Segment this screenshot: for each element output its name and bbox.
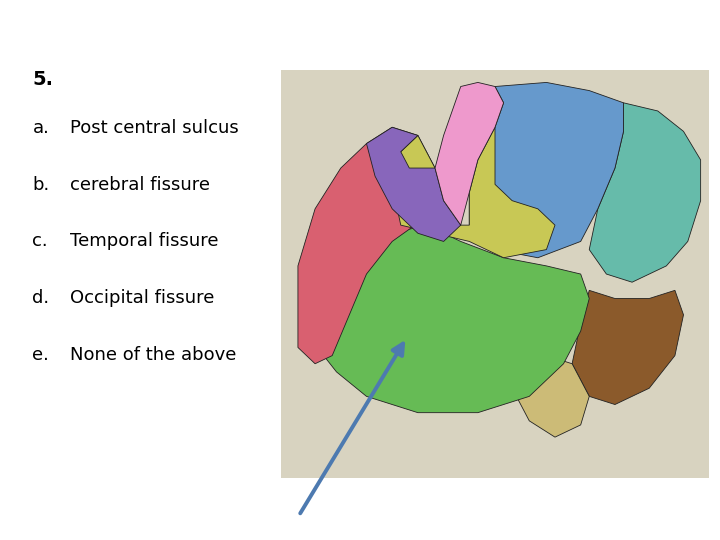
Text: cerebral fissure: cerebral fissure (70, 176, 210, 193)
Polygon shape (392, 127, 555, 258)
Text: Temporal fissure: Temporal fissure (70, 232, 218, 250)
Polygon shape (366, 127, 461, 241)
Polygon shape (469, 83, 624, 258)
Text: c.: c. (32, 232, 48, 250)
Text: b.: b. (32, 176, 50, 193)
Polygon shape (435, 83, 503, 225)
Text: 5.: 5. (32, 70, 53, 89)
Polygon shape (572, 291, 683, 404)
Polygon shape (512, 355, 589, 437)
Text: None of the above: None of the above (70, 346, 236, 363)
Bar (281, 70, 709, 478)
Text: e.: e. (32, 346, 49, 363)
Text: Post central sulcus: Post central sulcus (70, 119, 238, 137)
Polygon shape (324, 225, 589, 413)
Polygon shape (589, 103, 701, 282)
Polygon shape (298, 127, 435, 364)
Text: a.: a. (32, 119, 49, 137)
Text: d.: d. (32, 289, 50, 307)
Text: Occipital fissure: Occipital fissure (70, 289, 215, 307)
